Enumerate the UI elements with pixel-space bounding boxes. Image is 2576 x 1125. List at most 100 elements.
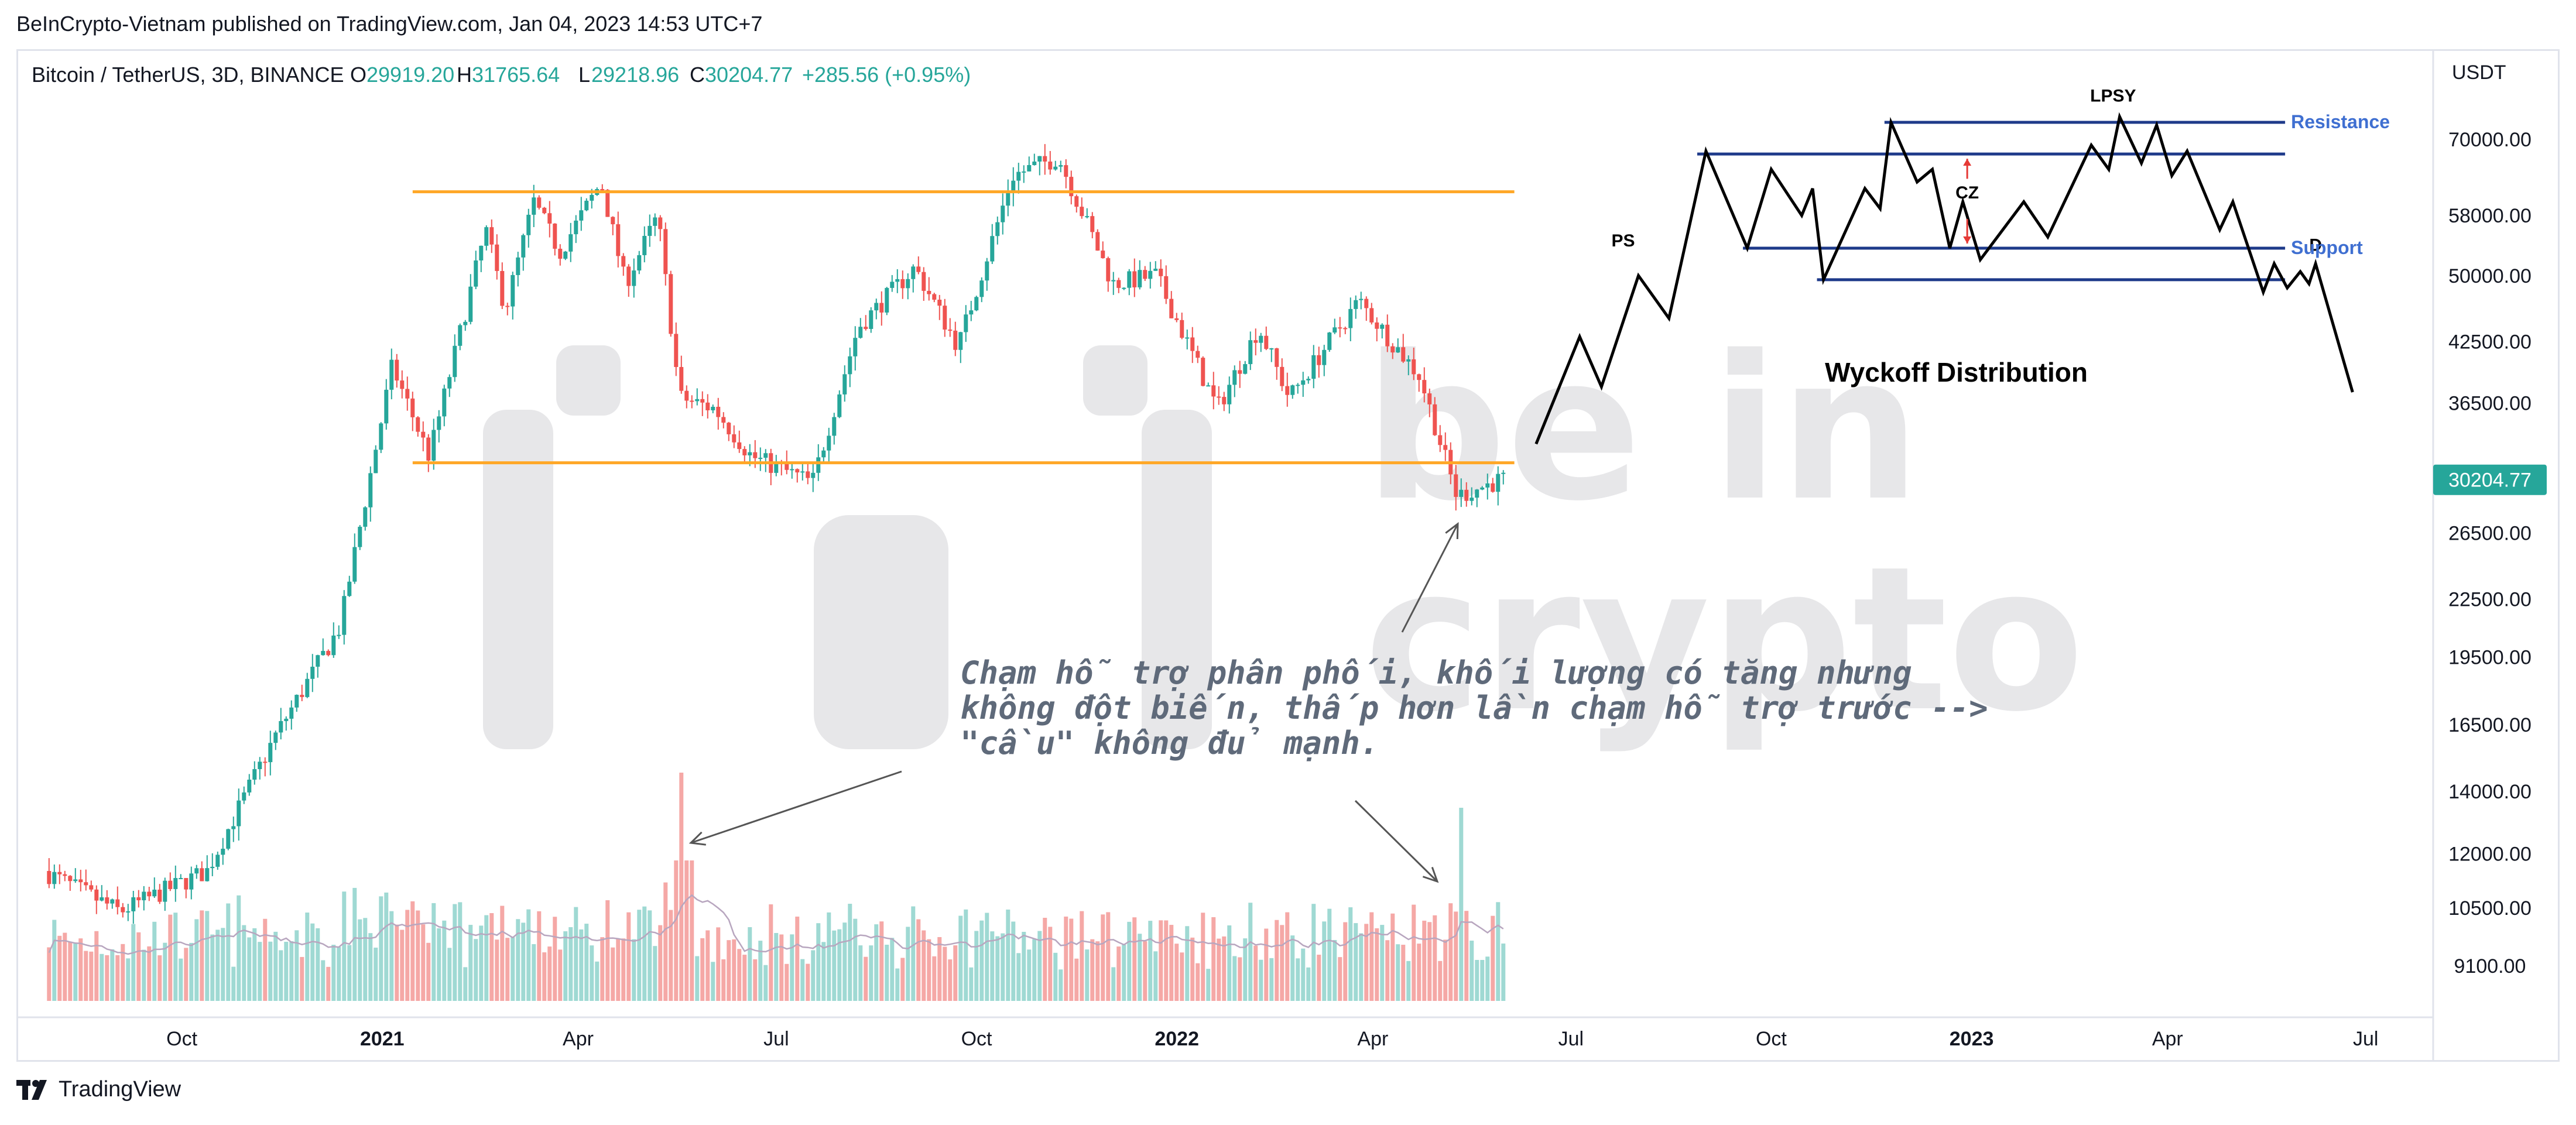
time-axis-tick: Apr bbox=[1357, 1028, 1388, 1050]
candle-body bbox=[252, 769, 257, 780]
candle-body bbox=[1106, 258, 1111, 282]
volume-bar bbox=[1454, 911, 1458, 1001]
volume-bar bbox=[1106, 912, 1111, 1001]
candle-body bbox=[1422, 380, 1427, 394]
candle-body bbox=[1085, 216, 1090, 218]
candle-body bbox=[1037, 156, 1042, 162]
time-axis-tick: Apr bbox=[563, 1028, 594, 1050]
candle-body bbox=[326, 651, 331, 656]
volume-bar bbox=[173, 913, 178, 1001]
candle-body bbox=[979, 280, 984, 297]
candle-body bbox=[885, 287, 889, 313]
volume-bar bbox=[1227, 925, 1232, 1001]
chart-frame[interactable] bbox=[16, 49, 2560, 1062]
candle-body bbox=[800, 471, 805, 473]
candle-body bbox=[1080, 207, 1084, 217]
candle-body bbox=[537, 197, 542, 208]
volume-bar bbox=[1127, 921, 1132, 1001]
candle-body bbox=[94, 889, 99, 901]
candle-body bbox=[1116, 280, 1121, 288]
volume-bar bbox=[1380, 925, 1385, 1001]
volume-bar bbox=[431, 903, 436, 1001]
candle-body bbox=[1122, 287, 1126, 289]
candle-body bbox=[305, 678, 310, 697]
candle-body bbox=[1343, 328, 1348, 330]
candle-body bbox=[215, 855, 220, 867]
volume-bar bbox=[352, 887, 357, 1001]
candle-body bbox=[1443, 445, 1448, 450]
candle-body bbox=[911, 266, 916, 279]
volume-bar bbox=[879, 921, 884, 1001]
volume-bar bbox=[595, 961, 600, 1001]
candle-body bbox=[1401, 347, 1406, 362]
time-axis[interactable]: Oct 2021 Apr Jul Oct 2022 Apr Jul Oct 2023 Apr Jul bbox=[166, 1028, 2378, 1050]
candle-body bbox=[426, 437, 431, 461]
volume-bar bbox=[579, 929, 584, 1001]
volume-bar bbox=[995, 936, 1000, 1001]
volume-bar bbox=[1448, 903, 1453, 1001]
annotation: Chạm hỗ trợ phân phối, khối lượng có tăn… bbox=[960, 654, 1988, 762]
candle-body bbox=[1011, 180, 1016, 193]
candle-body bbox=[1369, 308, 1374, 323]
volume-bar bbox=[1433, 915, 1437, 1001]
volume-bar bbox=[906, 927, 910, 1001]
candle-body bbox=[1159, 269, 1163, 276]
candle-body bbox=[258, 762, 262, 769]
candle-body bbox=[785, 464, 789, 470]
candle-body bbox=[453, 345, 457, 378]
candle-body bbox=[1285, 386, 1290, 395]
volume-bar bbox=[695, 956, 700, 1001]
volume-bar bbox=[827, 912, 831, 1001]
candle-body bbox=[1412, 359, 1416, 375]
volume-bar bbox=[969, 967, 974, 1001]
candle-body bbox=[342, 596, 347, 635]
volume-bar bbox=[853, 918, 858, 1001]
candle-body bbox=[1454, 474, 1458, 497]
candle-body bbox=[115, 899, 120, 907]
watermark-bracket-right bbox=[1142, 410, 1212, 749]
candle-body bbox=[832, 417, 837, 436]
volume-bar bbox=[1264, 928, 1269, 1001]
volume-bar bbox=[990, 931, 995, 1001]
candle-body bbox=[1053, 166, 1058, 170]
wyckoff-path bbox=[1534, 112, 2354, 445]
candle-body bbox=[874, 303, 879, 311]
candle-body bbox=[1222, 397, 1227, 404]
volume-bar bbox=[1232, 956, 1237, 1001]
volume-bar bbox=[194, 919, 199, 1001]
volume-bar bbox=[516, 919, 520, 1001]
candle-body bbox=[895, 279, 900, 282]
volume-bar bbox=[1459, 808, 1464, 1001]
volume-bar bbox=[637, 910, 642, 1001]
horizontal-levels[interactable] bbox=[412, 190, 1515, 465]
legend-high: 31765.64 bbox=[472, 63, 560, 87]
price-axis[interactable]: 70000.00 58000.00 50000.00 42500.00 36500.00… bbox=[2448, 129, 2532, 977]
footer[interactable]: TradingView bbox=[16, 1077, 181, 1102]
price-axis-tick: 12000.00 bbox=[2448, 843, 2532, 866]
cz-arrowhead-down bbox=[1963, 236, 1972, 244]
candle-body bbox=[1006, 193, 1010, 206]
volume-bar bbox=[1469, 941, 1474, 1001]
volume-bar bbox=[1238, 957, 1242, 1001]
candle-body bbox=[626, 266, 631, 286]
candle-body bbox=[389, 359, 394, 390]
publisher-line: BeInCrypto-Vietnam published on TradingV… bbox=[16, 12, 763, 36]
candle-body bbox=[352, 547, 357, 582]
candle-body bbox=[774, 462, 779, 473]
candle-body bbox=[1290, 385, 1295, 395]
volume-bar bbox=[885, 944, 889, 1001]
candle-body bbox=[1269, 348, 1274, 350]
volume-bar bbox=[642, 906, 647, 1001]
annotation-line-3: "cầu" không đủ mạnh. bbox=[960, 725, 1379, 762]
candle-body bbox=[142, 891, 146, 901]
volume-bar bbox=[948, 959, 953, 1001]
volume-bar bbox=[489, 913, 494, 1001]
candle-body bbox=[47, 871, 52, 884]
candle-body bbox=[716, 406, 721, 417]
watermark-n-body bbox=[814, 515, 948, 749]
volume-bar bbox=[463, 967, 468, 1001]
volume-bar bbox=[321, 960, 326, 1001]
volume-bar bbox=[763, 965, 768, 1001]
candle-body bbox=[121, 907, 125, 913]
